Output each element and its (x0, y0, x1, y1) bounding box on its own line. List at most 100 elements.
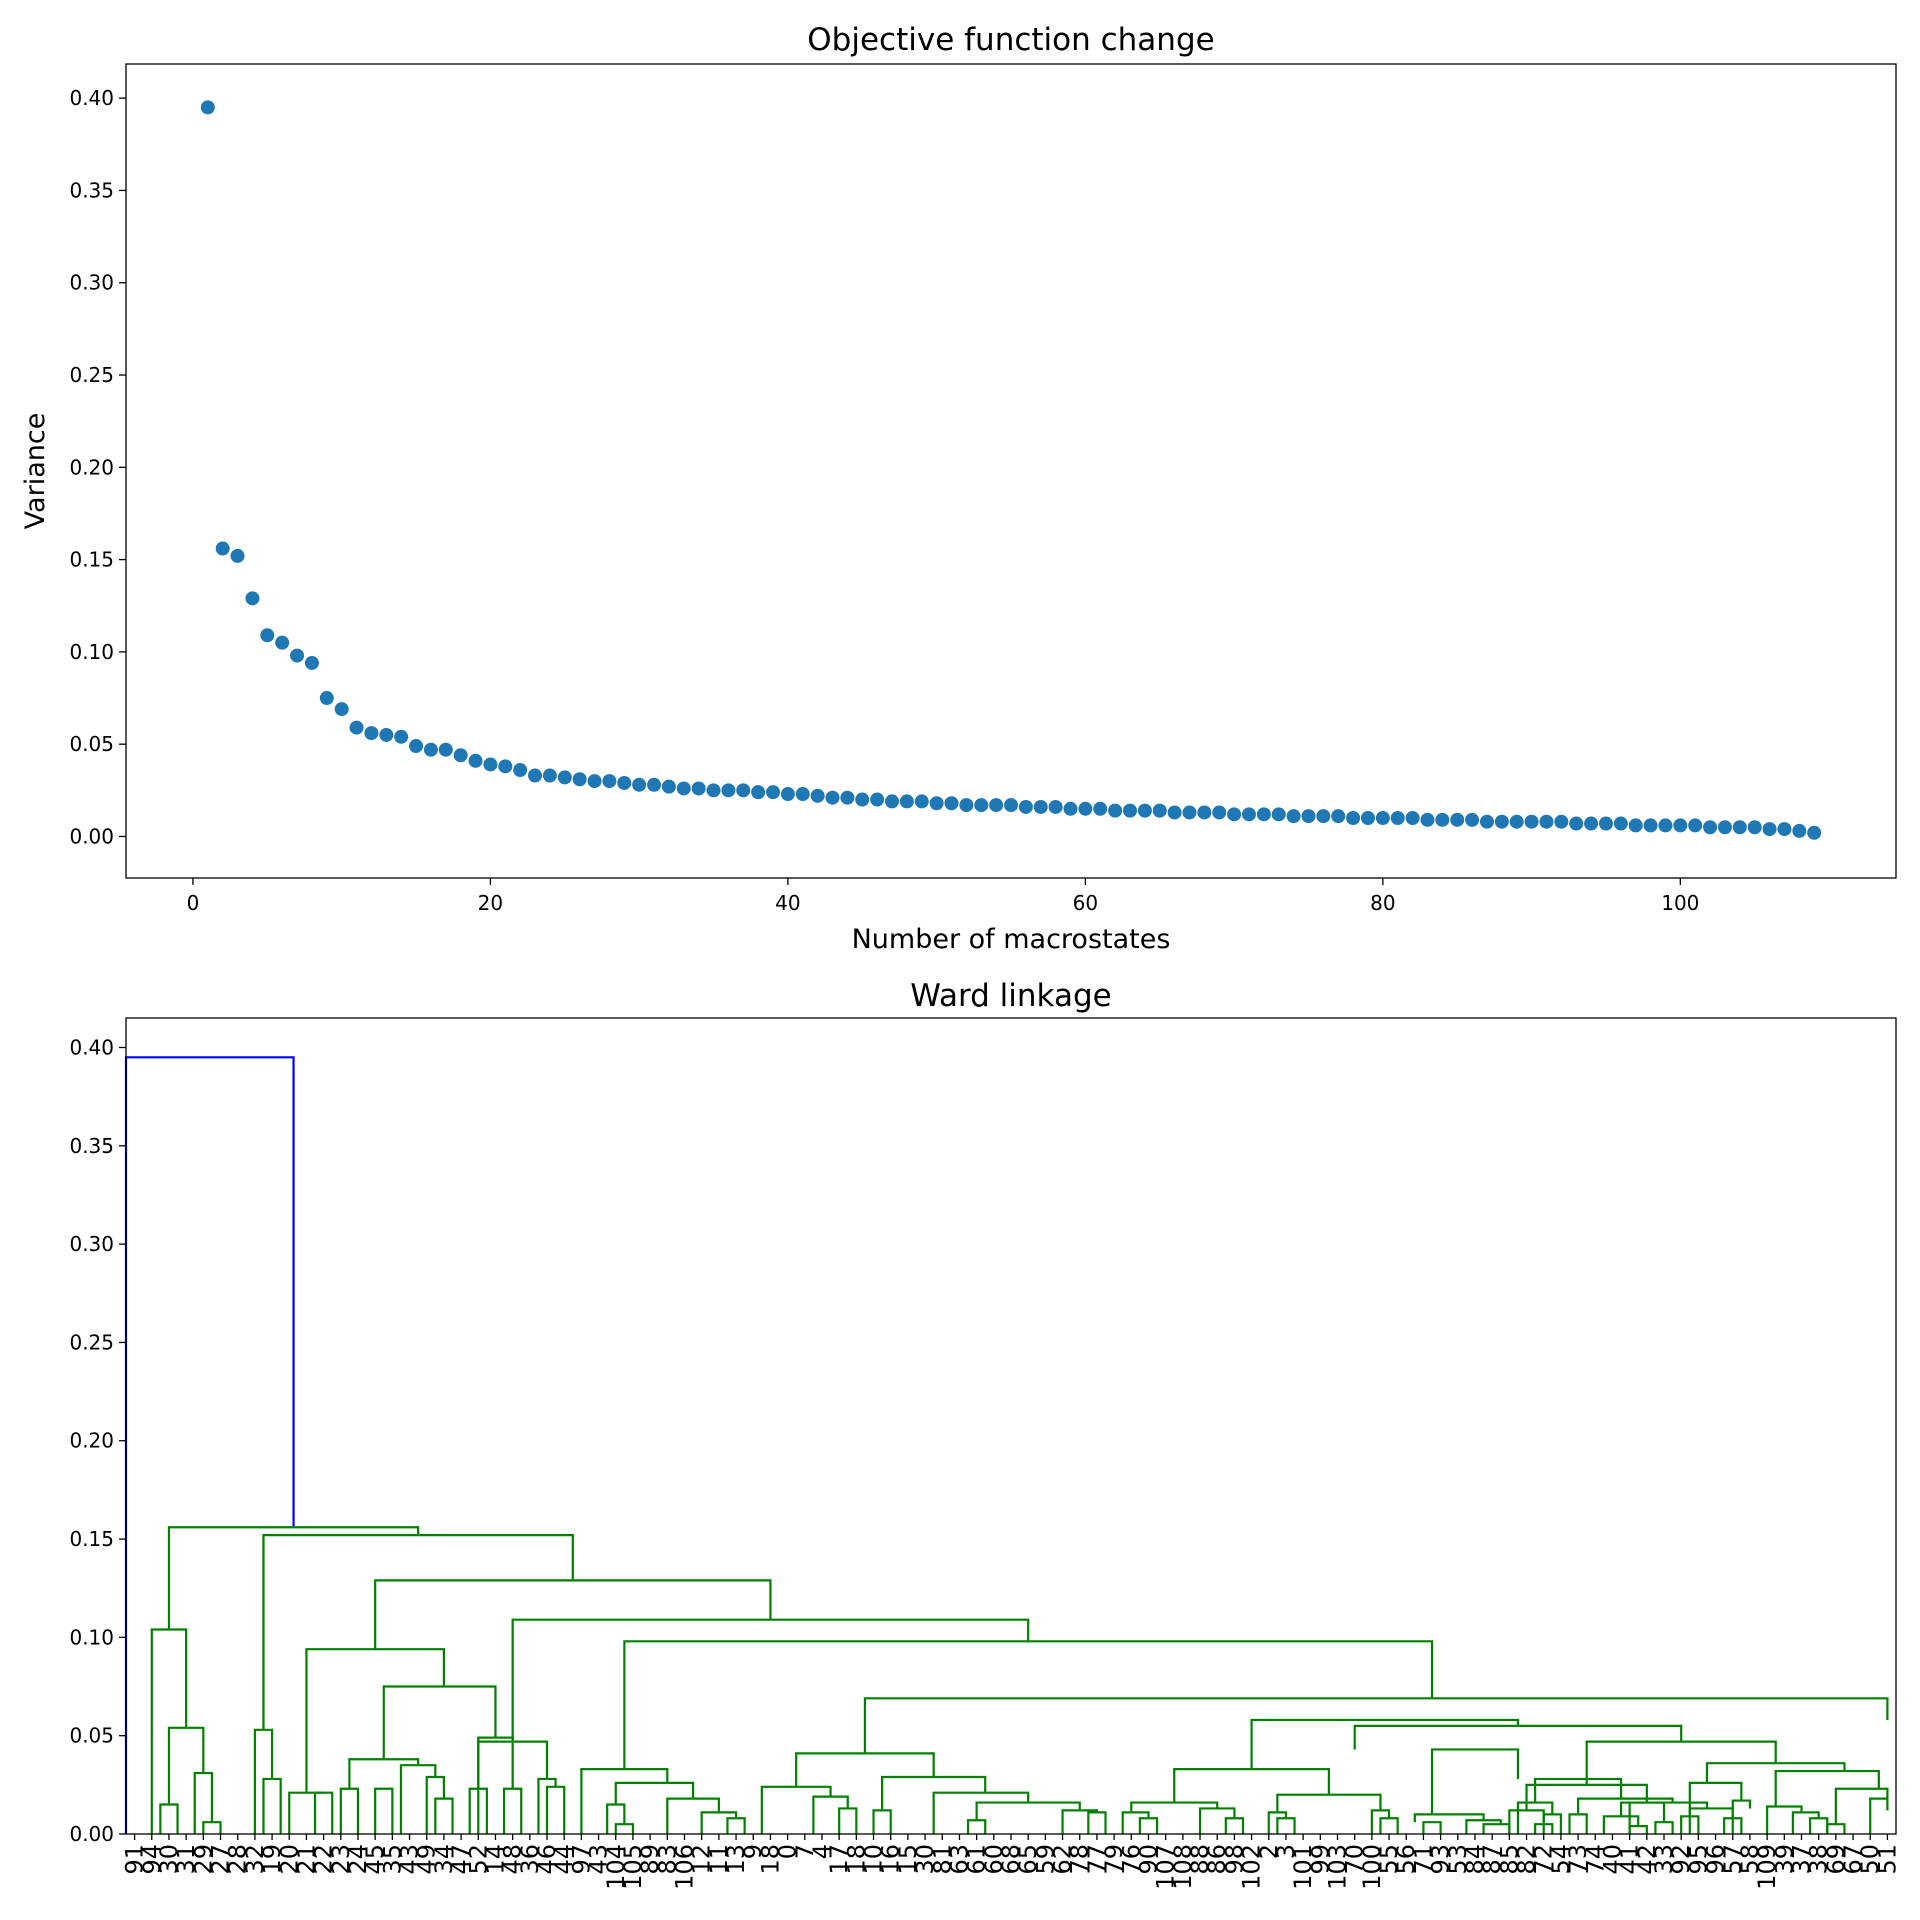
scatter-point (1613, 816, 1628, 831)
dendrogram-link (1834, 1787, 1889, 1825)
dendrogram-leaf-label: 43 (585, 1844, 613, 1875)
dendrogram-leaf-label: 95 (1684, 1844, 1712, 1875)
dendrogram-leaf-label: 60 (980, 1844, 1008, 1875)
dendrogram-leaf-label: 57 (1719, 1844, 1747, 1875)
scatter-point (1360, 811, 1375, 826)
scatter-point (1420, 812, 1435, 827)
scatter-points (200, 100, 1822, 840)
scatter-point (1524, 814, 1539, 829)
scatter-plot-frame (125, 63, 1897, 879)
dendrogram-leaf-label: 108 (1169, 1844, 1197, 1890)
dendrogram-y-tick-label: 0.25 (69, 1330, 114, 1354)
scatter-point (825, 790, 840, 805)
scatter-point (1286, 809, 1301, 824)
scatter-point (1717, 820, 1732, 835)
dendrogram-leaf-label: 79 (1100, 1844, 1128, 1875)
dendrogram-link (1731, 1799, 1752, 1834)
scatter-point (706, 783, 721, 798)
dendrogram-leaf-label: 23 (327, 1844, 355, 1875)
scatter-point (1137, 803, 1152, 818)
scatter-point (795, 787, 810, 802)
dendrogram-link (262, 1534, 574, 1730)
scatter-point (587, 774, 602, 789)
dendrogram-leaf-label: 93 (1427, 1844, 1455, 1875)
dendrogram-leaf-label: 34 (430, 1844, 458, 1875)
scatter-y-tick-label: 0.25 (69, 363, 114, 387)
dendrogram-leaf-label: 96 (1702, 1844, 1730, 1875)
scatter-point (468, 753, 483, 768)
scatter-point (1108, 803, 1123, 818)
dendrogram-leaf-label: 13 (722, 1844, 750, 1875)
scatter-title: Objective function change (807, 22, 1214, 58)
scatter-point (334, 702, 349, 717)
scatter-y-tick-label: 0.35 (69, 178, 114, 202)
dendrogram-link (1413, 1813, 1485, 1823)
dendrogram-link (425, 1775, 446, 1834)
dendrogram-leaf-label: 87 (1478, 1844, 1506, 1875)
dendrogram-leaf-label: 68 (997, 1844, 1025, 1875)
scatter-point (1004, 798, 1018, 813)
scatter-x-tick-label: 40 (775, 891, 800, 915)
scatter-point (304, 655, 319, 670)
dendrogram-link (202, 1821, 222, 1834)
scatter-x-tick-label: 60 (1073, 891, 1098, 915)
scatter-point (572, 772, 587, 787)
dendrogram-leaf-label: 109 (1753, 1844, 1781, 1890)
dendrogram-leaf-label: 29 (189, 1844, 217, 1875)
dendrogram-link (1430, 1748, 1520, 1815)
scatter-point (394, 729, 409, 744)
dendrogram-leaf-label: 77 (1083, 1844, 1111, 1875)
dendrogram-leaf-label: 46 (533, 1844, 561, 1875)
scatter-point (1732, 820, 1747, 835)
dendrogram-link (1534, 1777, 1623, 1803)
dendrogram-link (1121, 1811, 1150, 1834)
scatter-x-axis-ticks: 0 20 40 60 80 100 (187, 878, 1699, 915)
dendrogram-leaf-label: 42 (1633, 1844, 1661, 1875)
dendrogram-link (863, 1697, 1889, 1754)
dendrogram-link (399, 1764, 437, 1834)
dendrogram-link (872, 1809, 892, 1834)
dendrogram-leaf-label: 15 (894, 1844, 922, 1875)
dendrogram-link (348, 1758, 420, 1789)
scatter-point (1078, 801, 1093, 816)
dendrogram-panel: Ward linkage 0.00 0.05 0.10 0.15 0.20 0.25 0.3… (69, 978, 1901, 1890)
scatter-point (200, 100, 215, 115)
dendrogram-leaf-label: 30 (911, 1844, 939, 1875)
scatter-point (290, 648, 305, 663)
dendrogram-y-tick-label: 0.00 (69, 1822, 114, 1846)
dendrogram-link (1680, 1815, 1700, 1834)
scatter-point (1167, 805, 1182, 820)
dendrogram-link (1602, 1815, 1640, 1834)
dendrogram-link (966, 1819, 987, 1834)
dendrogram-y-tick-label: 0.20 (69, 1429, 114, 1453)
dendrogram-leaf-label: 85 (1495, 1844, 1523, 1875)
dendrogram-leaf-label: 10 (860, 1844, 888, 1875)
scatter-point (1375, 811, 1390, 826)
dendrogram-leaf-labels: 9194303129272832192021222324453543493447… (121, 1834, 1901, 1890)
dendrogram-leaf-label: 21 (292, 1844, 320, 1875)
scatter-y-axis-ticks: 0.00 0.05 0.10 0.15 0.20 0.25 0.30 0.35 0.40 (69, 86, 126, 848)
dendrogram-leaf-label: 17 (825, 1844, 853, 1875)
dendrogram-link (1267, 1811, 1288, 1834)
dendrogram-leaf-label: 104 (602, 1844, 630, 1890)
scatter-point (1122, 803, 1137, 818)
scatter-point (676, 781, 691, 796)
dendrogram-link (606, 1803, 626, 1834)
dendrogram-link (1628, 1825, 1648, 1834)
scatter-y-tick-label: 0.40 (69, 86, 114, 110)
scatter-x-tick-label: 80 (1370, 891, 1395, 915)
scatter-point (1182, 805, 1197, 820)
dendrogram-link (1516, 1801, 1554, 1834)
scatter-point (1316, 809, 1331, 824)
scatter-point (885, 794, 900, 809)
scatter-point (870, 792, 885, 807)
scatter-point (602, 774, 617, 789)
dendrogram-link (1869, 1797, 1889, 1834)
dendrogram-link (881, 1775, 987, 1811)
dendrogram-link (374, 1579, 772, 1650)
scatter-point (1212, 805, 1227, 820)
dendrogram-leaf-label: 31 (172, 1844, 200, 1875)
dendrogram-link (1138, 1817, 1159, 1834)
scatter-point (1658, 818, 1673, 833)
